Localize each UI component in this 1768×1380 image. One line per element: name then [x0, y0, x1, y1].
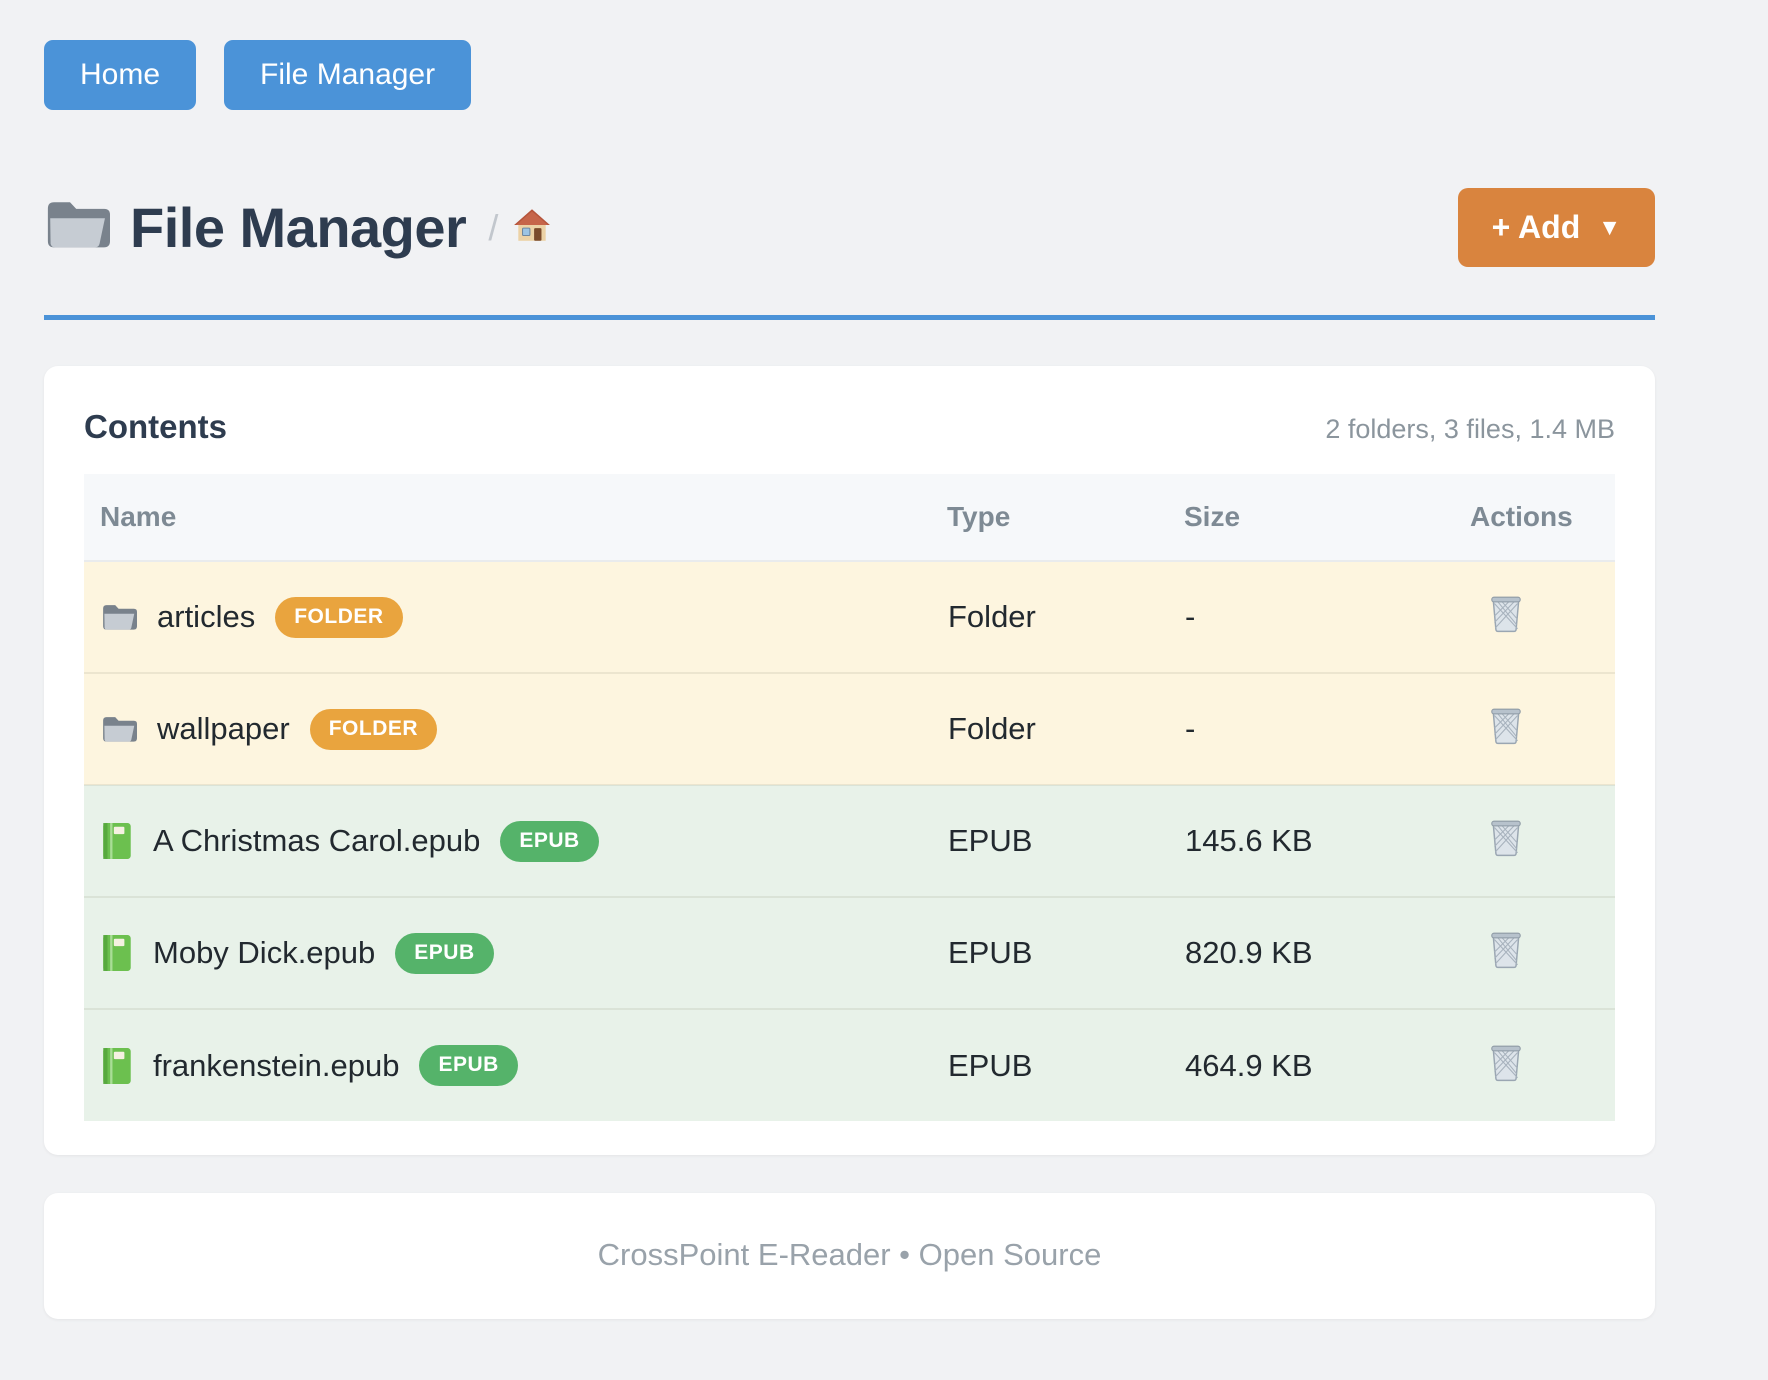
book-icon — [101, 822, 133, 860]
column-header-actions: Actions — [1470, 474, 1615, 562]
title-underline — [44, 315, 1655, 320]
page-title: File Manager — [130, 196, 467, 259]
home-icon[interactable] — [512, 207, 552, 248]
file-table: Name Type Size Actions — [84, 474, 1615, 1121]
add-button[interactable]: + Add ▼ — [1457, 188, 1655, 267]
contents-header: Contents 2 folders, 3 files, 1.4 MB — [84, 408, 1615, 446]
footer: CrossPoint E-Reader • Open Source — [44, 1193, 1655, 1319]
add-button-label: + Add — [1491, 209, 1581, 245]
table-row-a-christmas-carol[interactable]: A Christmas Carol.epub EPUB EPUB 145.6 K… — [84, 784, 1615, 897]
folder-icon — [101, 603, 137, 632]
title-group: File Manager / — [44, 195, 552, 260]
item-size: 820.9 KB — [1184, 896, 1470, 1009]
table-header-row: Name Type Size Actions — [84, 474, 1615, 562]
contents-card: Contents 2 folders, 3 files, 1.4 MB Name… — [44, 366, 1655, 1155]
column-header-type: Type — [947, 474, 1184, 562]
item-size: - — [1184, 561, 1470, 673]
item-type: EPUB — [947, 784, 1184, 897]
breadcrumb: / — [488, 207, 552, 249]
delete-button[interactable] — [1471, 929, 1523, 969]
table-row-frankenstein[interactable]: frankenstein.epub EPUB EPUB 464.9 KB — [84, 1008, 1615, 1121]
page: Home File Manager File Manager / — [44, 40, 1655, 1319]
contents-title: Contents — [84, 408, 227, 445]
book-icon — [101, 1047, 133, 1085]
epub-type-badge: EPUB — [419, 1045, 518, 1086]
caret-down-icon: ▼ — [1598, 214, 1621, 240]
item-name[interactable]: wallpaper — [157, 711, 290, 746]
folder-type-badge: FOLDER — [275, 596, 403, 638]
item-name[interactable]: articles — [157, 599, 256, 634]
book-icon — [101, 934, 133, 972]
epub-type-badge: EPUB — [395, 932, 494, 974]
column-header-name: Name — [84, 474, 947, 562]
delete-button[interactable] — [1471, 1042, 1523, 1082]
table-row-moby-dick[interactable]: Moby Dick.epub EPUB EPUB 820.9 KB — [84, 896, 1615, 1009]
item-name[interactable]: Moby Dick.epub — [153, 935, 376, 970]
table-row-wallpaper[interactable]: wallpaper FOLDER Folder - — [84, 672, 1615, 785]
folder-icon — [44, 198, 110, 257]
delete-button[interactable] — [1471, 817, 1523, 857]
breadcrumb-separator: / — [488, 206, 499, 248]
folder-icon — [101, 715, 137, 744]
folder-type-badge: FOLDER — [309, 708, 438, 750]
item-name[interactable]: frankenstein.epub — [153, 1047, 400, 1083]
item-name[interactable]: A Christmas Carol.epub — [153, 823, 481, 858]
file-manager-button[interactable]: File Manager — [224, 40, 472, 110]
item-type: Folder — [947, 561, 1184, 673]
top-nav: Home File Manager — [44, 40, 1655, 110]
table-row-articles[interactable]: articles FOLDER Folder - — [84, 561, 1615, 673]
delete-button[interactable] — [1471, 705, 1523, 745]
item-size: - — [1184, 672, 1470, 785]
home-button[interactable]: Home — [44, 40, 197, 110]
item-type: EPUB — [947, 896, 1184, 1009]
item-size: 145.6 KB — [1184, 784, 1470, 897]
epub-type-badge: EPUB — [500, 820, 599, 862]
item-type: EPUB — [947, 1008, 1184, 1121]
column-header-size: Size — [1184, 474, 1470, 562]
footer-text: CrossPoint E-Reader • Open Source — [597, 1237, 1102, 1272]
item-size: 464.9 KB — [1184, 1008, 1470, 1121]
page-header: File Manager / + Add ▼ — [44, 188, 1655, 267]
delete-button[interactable] — [1471, 593, 1523, 633]
item-type: Folder — [947, 672, 1184, 785]
contents-summary: 2 folders, 3 files, 1.4 MB — [1325, 414, 1615, 444]
